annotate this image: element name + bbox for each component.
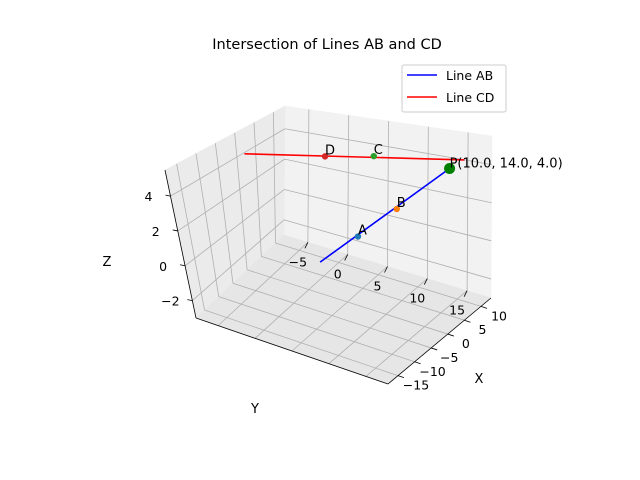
x-tick-label: −15 (403, 378, 429, 393)
point-a-marker (354, 233, 362, 240)
grid-line-z (170, 128, 286, 197)
y-tick-label: −5 (289, 254, 307, 269)
x-tick-label: 10 (491, 308, 507, 323)
grid-line-x (214, 143, 234, 284)
grid-line-y (387, 120, 389, 267)
y-tick-mark (423, 278, 428, 285)
x-tick-mark (480, 305, 488, 309)
x-tick-mark (431, 347, 438, 351)
intersection-label: P(10.0, 14.0, 4.0) (450, 156, 563, 171)
x-tick-label: −10 (419, 364, 445, 379)
grid-line-y (254, 254, 348, 339)
point-b-marker (393, 205, 400, 213)
axis-lines (164, 169, 492, 385)
y-tick-mark (344, 254, 349, 261)
x-tick-label: −5 (440, 350, 458, 365)
grid-line-x (195, 153, 220, 297)
grid-line-z (177, 158, 285, 232)
chart-title: Intersection of Lines AB and CD (212, 37, 442, 53)
x-tick-mark (447, 333, 454, 337)
z-tick-label: −2 (161, 294, 179, 309)
point-b-label: B (397, 196, 406, 211)
legend: Line AB Line CD (401, 64, 507, 113)
grid-line-y (217, 241, 309, 326)
z-tick-label: 4 (144, 189, 152, 204)
point-a-label: A (358, 224, 367, 239)
intersection-marker (444, 162, 456, 174)
y-tick-mark (384, 266, 388, 273)
grid-line-y (307, 109, 310, 243)
y-tick-label: 10 (409, 291, 425, 306)
y-tick-label: 15 (449, 303, 465, 318)
grid-line-x (272, 112, 276, 244)
z-tick-label: 2 (152, 224, 160, 239)
grid-line-y (291, 266, 388, 352)
x-tick-label: 0 (462, 336, 470, 351)
grid-line-z (284, 158, 492, 204)
y-tick-mark (463, 290, 468, 297)
z-axis-label: Z (103, 255, 112, 270)
y-tick-mark (304, 242, 309, 249)
grid-line-x (234, 132, 248, 270)
series-line-1 (244, 153, 465, 161)
legend-label-ab: Line AB (446, 68, 493, 83)
y-tick-label: 0 (334, 266, 342, 281)
point-d-label: D (325, 143, 335, 158)
x-tick-mark (397, 375, 405, 379)
z-tick-mark (187, 299, 193, 301)
z-tick-label: 0 (159, 259, 167, 274)
z-tick-mark (165, 194, 171, 197)
y-tick-label: 5 (374, 279, 382, 294)
y-axis-label: Y (250, 402, 259, 417)
point-c-label: C (374, 143, 383, 158)
grid-line-z (184, 189, 285, 267)
x-tick-mark (414, 361, 421, 365)
x-tick-mark (464, 319, 471, 323)
z-tick-mark (172, 229, 178, 232)
grid-line-y (365, 290, 468, 377)
z-axis-line (164, 169, 197, 319)
x-axis-line (387, 297, 492, 385)
grid-line-x (253, 122, 262, 257)
point-d-marker (321, 153, 329, 160)
x-tick-label: 5 (478, 322, 486, 337)
legend-label-cd: Line CD (446, 90, 494, 105)
grid-line-z (284, 128, 492, 165)
point-c-marker (370, 152, 377, 160)
plot-content: A B C D P(10.0, 14.0, 4.0) (244, 143, 563, 263)
grid-line-y (347, 115, 350, 255)
z-tick-mark (179, 264, 186, 267)
grid-line-y (466, 132, 469, 291)
y-axis-line (195, 317, 389, 385)
grid-line-z (192, 219, 285, 301)
series-line-0 (319, 167, 451, 263)
grid-lines (170, 109, 492, 377)
grid-line-x (176, 163, 205, 311)
grid-line-z (284, 189, 492, 242)
x-axis-label: X (475, 372, 484, 387)
grid-line-y (328, 278, 428, 364)
grid-line-z (284, 219, 492, 280)
grid-line-y (426, 126, 429, 279)
legend-box (401, 64, 507, 113)
